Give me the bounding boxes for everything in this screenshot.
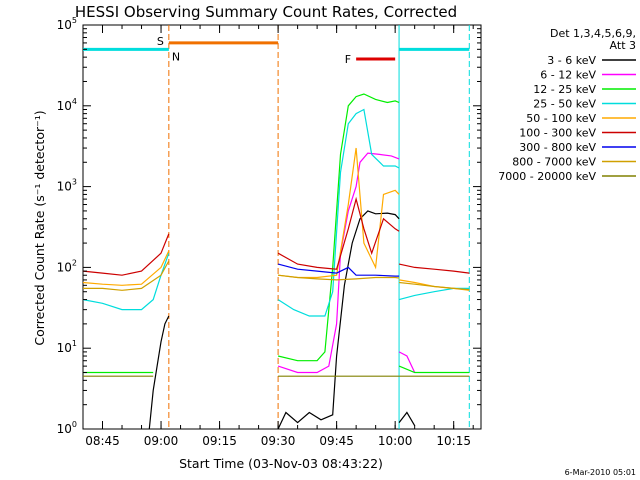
legend-label-7: 800 - 7000 keV (512, 156, 596, 169)
x-tick-label-4: 09:45 (319, 434, 354, 448)
series-line-2-2 (398, 365, 470, 374)
flag-label-0: S (157, 35, 164, 48)
legend-label-3: 25 - 50 keV (533, 98, 596, 111)
series-line-3-1 (277, 108, 400, 317)
y-axis: 100 101 102 103 104 105 (57, 16, 481, 436)
y-tick-label-4: 104 (57, 97, 77, 113)
series-line-7-1 (278, 274, 400, 281)
timestamp: 6-Mar-2010 05:01 (565, 468, 636, 477)
x-tick-label-3: 09:30 (261, 434, 296, 448)
plot-frame (82, 24, 482, 430)
x-tick-label-6: 10:15 (436, 434, 471, 448)
x-tick-label-0: 08:45 (85, 434, 120, 448)
legend-label-1: 6 - 12 keV (540, 69, 596, 82)
flag-label-1: N (172, 50, 180, 63)
legend-label-6: 300 - 800 keV (519, 141, 596, 154)
series-line-1-0 (277, 152, 400, 374)
series-line-4-1 (278, 147, 400, 279)
series-line-6-0 (277, 263, 400, 277)
legend-label-2: 12 - 25 keV (533, 83, 596, 96)
legend-label-4: 50 - 100 keV (526, 112, 596, 125)
y-tick-label-2: 102 (57, 258, 77, 274)
y-tick-label-3: 103 (57, 178, 77, 194)
x-axis-label: Start Time (03-Nov-03 08:43:22) (179, 456, 383, 471)
series-line-5-1 (277, 196, 400, 270)
legend-label-0: 3 - 6 keV (547, 54, 596, 67)
y-tick-label-5: 105 (57, 16, 77, 32)
series-line-5-0 (82, 233, 170, 276)
series-line-0-2 (398, 411, 416, 427)
legend: Det 1,3,4,5,6,9,Att 3 3 - 6 keV 6 - 12 keV… (498, 27, 636, 183)
plot-area: SN F (82, 24, 482, 430)
x-tick-label-1: 09:00 (144, 434, 179, 448)
series-line-3-0 (82, 252, 170, 311)
series-line-3-2 (398, 287, 470, 301)
y-axis-label: Corrected Count Rate (s⁻¹ detector⁻¹) (32, 110, 47, 345)
series-line-7-0 (83, 260, 170, 291)
x-axis: 08:45 09:00 09:15 09:30 09:45 10:00 10:15 (82, 25, 474, 448)
y-tick-label-0: 100 (57, 420, 77, 436)
x-tick-label-2: 09:15 (202, 434, 237, 448)
legend-label-8: 7000 - 20000 keV (498, 170, 596, 183)
series-line-0-1 (277, 210, 400, 430)
series-line-2-1 (277, 93, 400, 362)
series-line-1-1 (398, 351, 416, 373)
x-tick-label-5: 10:00 (378, 434, 413, 448)
legend-header-0: Det 1,3,4,5,6,9, (550, 27, 636, 40)
legend-header-1: Att 3 (610, 39, 636, 52)
series-line-0-0 (148, 315, 170, 430)
series-line-4-0 (82, 250, 170, 286)
chart-title: HESSI Observing Summary Count Rates, Cor… (75, 3, 457, 21)
flag-label-3: F (345, 53, 351, 66)
y-tick-label-1: 101 (57, 339, 77, 355)
series-line-5-2 (398, 263, 470, 274)
series-line-7-2 (399, 281, 470, 291)
legend-label-5: 100 - 300 keV (519, 127, 596, 140)
